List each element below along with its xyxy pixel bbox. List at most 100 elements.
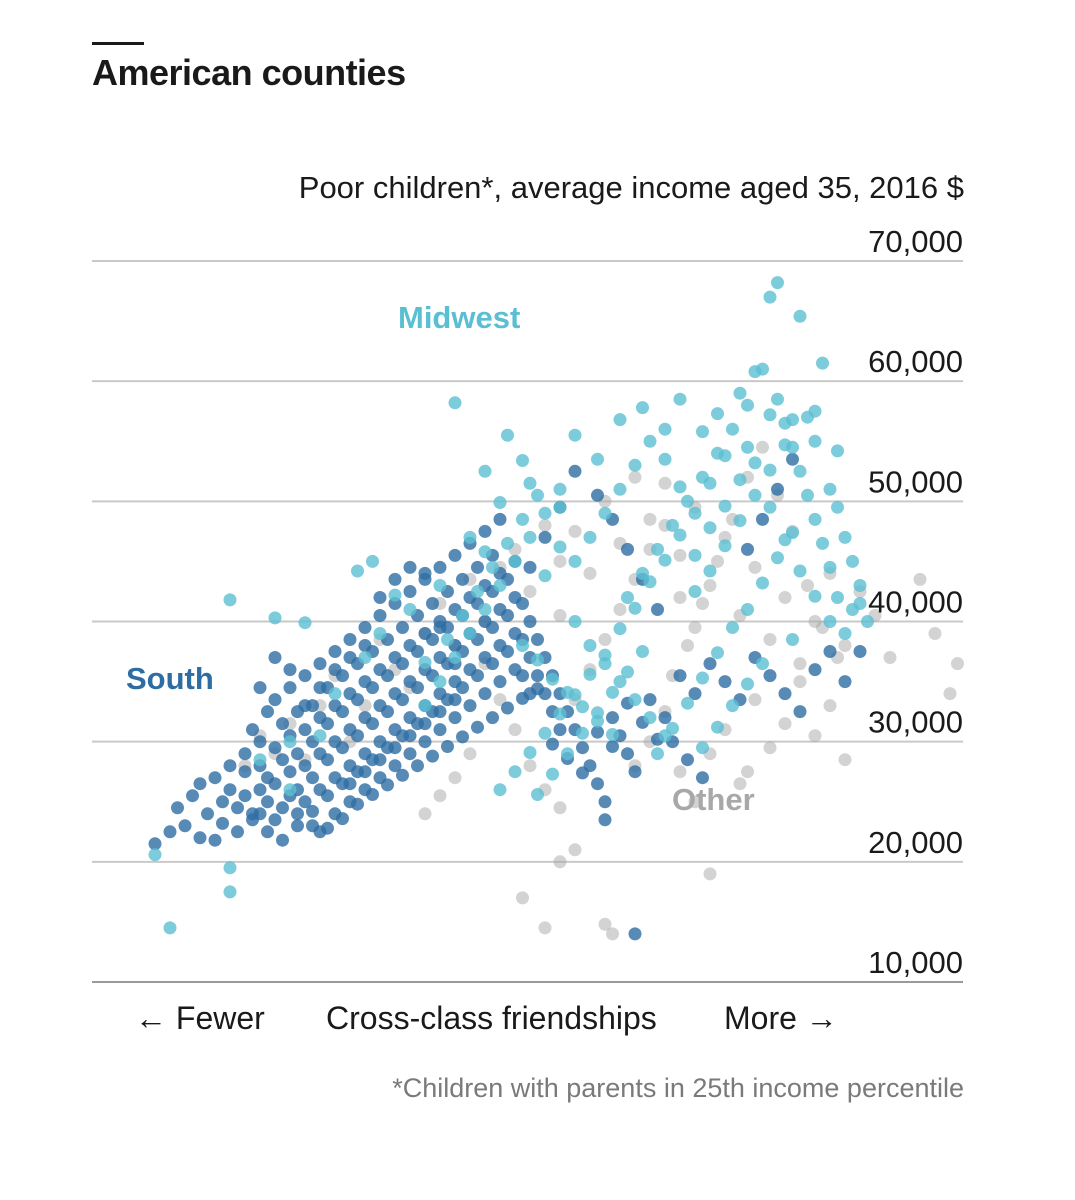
data-point-midwest [808,404,822,418]
data-point-midwest [651,542,664,556]
data-point-midwest [523,530,537,544]
data-point-south [283,765,297,779]
data-point-south [283,681,297,695]
data-point-midwest [328,687,342,701]
data-point-south [396,621,409,634]
region-label-other: Other [672,782,755,817]
data-point-midwest [793,309,807,323]
data-point-midwest [351,564,364,578]
data-point-south [238,765,252,779]
data-point-midwest [831,444,844,458]
data-point-midwest [748,365,762,379]
data-point-midwest [861,615,874,628]
data-point-south [673,669,687,683]
data-point-south [381,705,394,719]
data-point-south [358,765,372,779]
data-point-midwest [763,463,777,477]
data-point-south [253,735,267,749]
data-point-other [418,807,432,821]
data-point-midwest [553,540,567,554]
data-point-midwest [741,677,754,691]
data-point-south [351,797,364,811]
data-point-other [808,729,822,743]
data-point-midwest [778,533,792,547]
data-point-midwest [786,633,799,646]
data-point-south [343,777,357,791]
data-point-south [463,699,477,713]
data-point-midwest [823,615,837,628]
data-point-midwest [606,685,619,699]
data-point-midwest [501,428,514,442]
data-point-other [613,603,627,616]
data-point-south [328,645,342,658]
data-point-south [516,597,529,610]
data-point-south [381,669,394,683]
data-point-midwest [561,747,574,761]
data-point-south [568,464,582,478]
data-point-midwest [508,554,522,568]
data-point-south [493,675,507,689]
data-point-south [396,657,409,671]
data-point-south [343,633,357,646]
data-point-south [681,753,694,767]
data-point-midwest [726,621,739,634]
data-point-midwest [223,885,237,899]
data-point-south [531,633,544,646]
data-point-south [231,801,244,815]
data-point-south [478,524,492,538]
data-point-midwest [718,499,732,513]
data-point-south [411,645,424,658]
data-point-south [268,777,282,791]
y-tick-labels: 70,000 60,000 50,000 40,000 30,000 20,000 10,0… [868,224,963,980]
data-point-other [673,548,687,562]
data-point-other [538,921,552,935]
data-point-south [291,807,304,821]
data-point-south [576,741,589,755]
data-point-midwest [673,480,687,494]
data-point-south [591,725,604,739]
data-point-other [433,789,447,803]
data-point-south [373,591,387,604]
data-point-midwest [358,651,372,664]
data-point-other [823,699,837,713]
data-point-south [268,651,282,664]
data-point-midwest [583,530,597,544]
data-point-south [298,669,312,683]
data-point-south [313,657,327,671]
data-point-other [523,585,537,598]
data-point-south [621,542,634,556]
data-point-midwest [658,422,672,436]
data-point-south [591,488,604,502]
data-point-south [321,789,334,803]
title-rule [92,42,144,45]
y-tick-label: 30,000 [868,705,963,740]
data-point-midwest [771,392,784,406]
data-point-midwest [816,536,829,550]
data-point-south [606,711,619,725]
data-point-midwest [568,688,582,702]
data-point-midwest [703,564,717,578]
data-point-other [508,723,522,737]
data-point-midwest [688,585,702,598]
data-point-south [298,795,312,809]
data-point-midwest [493,783,507,797]
data-point-south [448,548,462,562]
data-point-south [448,711,462,725]
data-point-south [231,825,244,839]
data-point-midwest [478,603,492,616]
data-point-midwest [538,726,552,740]
data-point-midwest [763,408,777,422]
data-point-south [546,737,559,751]
data-point-midwest [711,407,724,421]
data-point-midwest [613,413,627,427]
data-point-midwest [771,276,784,290]
data-point-south [246,807,259,821]
data-point-midwest [741,398,754,412]
data-point-other [696,597,709,610]
data-point-south [426,749,439,763]
data-point-midwest [538,569,552,583]
data-point-midwest [448,396,462,410]
data-point-south [291,819,304,833]
y-tick-label: 20,000 [868,825,963,860]
data-point-midwest [748,488,762,502]
